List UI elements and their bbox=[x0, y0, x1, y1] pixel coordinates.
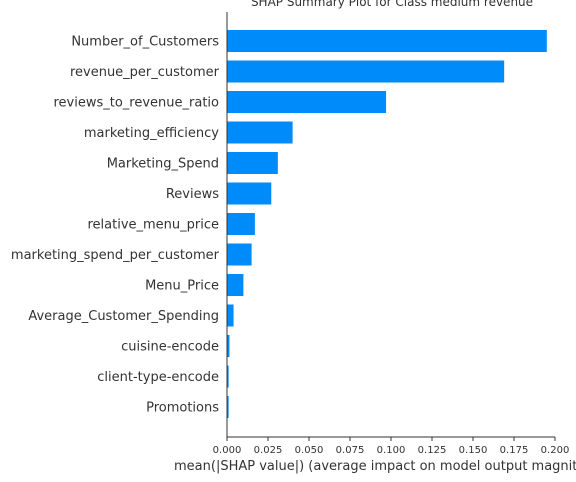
bar-relative_menu_price bbox=[227, 213, 255, 235]
bars-group bbox=[227, 30, 547, 418]
category-label: reviews_to_revenue_ratio bbox=[53, 96, 219, 111]
bar-Reviews bbox=[227, 182, 272, 205]
bar-Average_Customer_Spending bbox=[227, 304, 234, 327]
bar-client-type-encode bbox=[227, 365, 229, 388]
x-tick-label: 0.100 bbox=[377, 445, 406, 456]
bar-Menu_Price bbox=[227, 274, 244, 296]
category-label: cuisine-encode bbox=[121, 340, 219, 355]
category-label: client-type-encode bbox=[97, 370, 219, 385]
x-tick-label: 0.000 bbox=[213, 445, 242, 456]
bar-cuisine-encode bbox=[227, 335, 230, 357]
x-tick-label: 0.200 bbox=[541, 445, 570, 456]
x-tick-label: 0.050 bbox=[295, 445, 324, 456]
category-label: Marketing_Spend bbox=[107, 157, 219, 172]
x-ticks: 0.000 0.025 0.050 0.075 0.100 0.125 0.150 0.175… bbox=[213, 437, 570, 456]
category-label: Menu_Price bbox=[145, 279, 219, 294]
category-label: Average_Customer_Spending bbox=[28, 309, 219, 324]
x-tick-label: 0.150 bbox=[459, 445, 488, 456]
bar-reviews_to_revenue_ratio bbox=[227, 91, 387, 113]
x-tick-label: 0.175 bbox=[500, 445, 529, 456]
bar-Promotions bbox=[227, 396, 229, 418]
chart-title: SHAP Summary Plot for Class medium reven… bbox=[251, 0, 533, 9]
bar-Marketing_Spend bbox=[227, 152, 278, 174]
bar-Number_of_Customers bbox=[227, 30, 547, 52]
category-label: relative_menu_price bbox=[87, 218, 219, 233]
bar-revenue_per_customer bbox=[227, 60, 505, 83]
category-label: Number_of_Customers bbox=[71, 35, 219, 50]
category-label: Promotions bbox=[146, 401, 219, 416]
category-labels: Number_of_Customers revenue_per_customerr… bbox=[11, 35, 220, 416]
category-label: marketing_efficiency bbox=[84, 126, 219, 141]
x-axis-title: mean(|SHAP value|) (average impact on mo… bbox=[174, 459, 576, 474]
x-tick-label: 0.125 bbox=[418, 445, 447, 456]
category-label: revenue_per_customer bbox=[70, 65, 220, 80]
x-tick-label: 0.025 bbox=[254, 445, 283, 456]
x-tick-label: 0.075 bbox=[336, 445, 365, 456]
bar-marketing_efficiency bbox=[227, 121, 293, 144]
category-label: Reviews bbox=[166, 187, 219, 202]
category-label: marketing_spend_per_customer bbox=[11, 248, 220, 263]
bar-marketing_spend_per_customer bbox=[227, 243, 252, 266]
